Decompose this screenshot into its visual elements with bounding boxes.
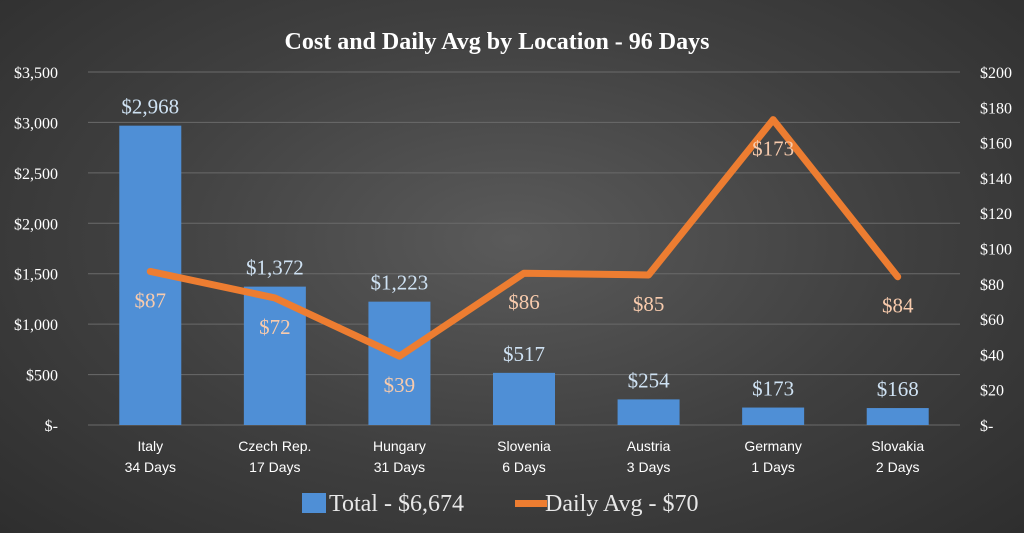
category-name: Slovakia	[871, 438, 924, 454]
right-tick-label: $140	[980, 171, 1012, 188]
right-tick-label: $60	[980, 312, 1004, 329]
bar-data-label: $517	[503, 342, 545, 366]
right-tick-label: $180	[980, 100, 1012, 117]
right-tick-label: $200	[980, 65, 1012, 82]
line-data-label: $85	[633, 292, 665, 316]
category-days: 6 Days	[502, 459, 546, 475]
right-tick-label: $120	[980, 206, 1012, 223]
left-tick-label: $3,500	[14, 65, 58, 82]
left-tick-label: $1,000	[14, 317, 58, 334]
legend-swatch-daily-avg	[515, 500, 547, 507]
line-data-label: $84	[882, 294, 914, 318]
left-tick-label: $2,500	[14, 166, 58, 183]
bar-series	[119, 125, 929, 425]
left-axis: $- $500 $1,000 $1,500 $2,000 $2,500 $3,000 $3,5…	[14, 65, 58, 435]
category-name: Germany	[744, 438, 802, 454]
category-days: 1 Days	[751, 459, 795, 475]
line-series	[146, 116, 902, 360]
right-tick-label: $-	[980, 418, 993, 435]
legend-swatch-total	[302, 493, 326, 513]
right-tick-label: $160	[980, 136, 1012, 153]
line-data-label: $87	[135, 288, 167, 312]
right-tick-label: $80	[980, 277, 1004, 294]
legend-label-daily-avg: Daily Avg - $70	[545, 491, 699, 517]
right-axis: $- $20 $40 $60 $80 $100 $120 $140 $160 $180 $200	[980, 65, 1012, 435]
category-days: 34 Days	[125, 459, 176, 475]
chart-title: Cost and Daily Avg by Location - 96 Days	[285, 29, 710, 55]
left-tick-label: $-	[45, 418, 58, 435]
bar-data-label: $173	[752, 377, 794, 401]
category-name: Hungary	[373, 438, 426, 454]
category-days: 2 Days	[876, 459, 920, 475]
left-tick-label: $2,000	[14, 216, 58, 233]
right-tick-label: $20	[980, 383, 1004, 400]
bar-data-labels: $2,968 $1,372 $1,223 $517 $254 $173 $168	[121, 95, 918, 401]
category-days: 17 Days	[249, 459, 300, 475]
gridlines	[88, 71, 960, 426]
bar-data-label: $254	[628, 368, 671, 392]
legend-label-total: Total - $6,674	[329, 491, 464, 517]
legend: Total - $6,674 Daily Avg - $70	[302, 491, 699, 517]
bar	[742, 407, 805, 425]
category-name: Slovenia	[497, 438, 551, 454]
category-name: Italy	[137, 438, 163, 454]
x-axis-categories: Italy 34 Days Czech Rep. 17 Days Hungary 31 D…	[125, 438, 925, 475]
line-data-label: $86	[508, 290, 540, 314]
category-name: Czech Rep.	[238, 438, 311, 454]
line-data-label: $39	[384, 373, 416, 397]
bar-data-label: $1,223	[371, 271, 429, 295]
bar-data-label: $2,968	[121, 95, 179, 119]
line-data-label: $173	[752, 137, 794, 161]
category-days: 31 Days	[374, 459, 425, 475]
bar	[866, 408, 929, 425]
category-name: Austria	[627, 438, 671, 454]
daily-avg-line	[146, 116, 902, 360]
category-days: 3 Days	[627, 459, 671, 475]
bar	[617, 399, 680, 425]
left-tick-label: $500	[26, 368, 58, 385]
left-tick-label: $1,500	[14, 267, 58, 284]
bar	[368, 301, 431, 425]
right-tick-label: $40	[980, 347, 1004, 364]
bar-data-label: $1,372	[246, 256, 304, 280]
left-tick-label: $3,000	[14, 115, 58, 132]
right-tick-label: $100	[980, 242, 1012, 259]
line-data-label: $72	[259, 315, 291, 339]
line-data-labels: $87 $72 $39 $86 $85 $173 $84	[135, 137, 914, 398]
bar-data-label: $168	[877, 377, 919, 401]
bar	[493, 372, 555, 425]
